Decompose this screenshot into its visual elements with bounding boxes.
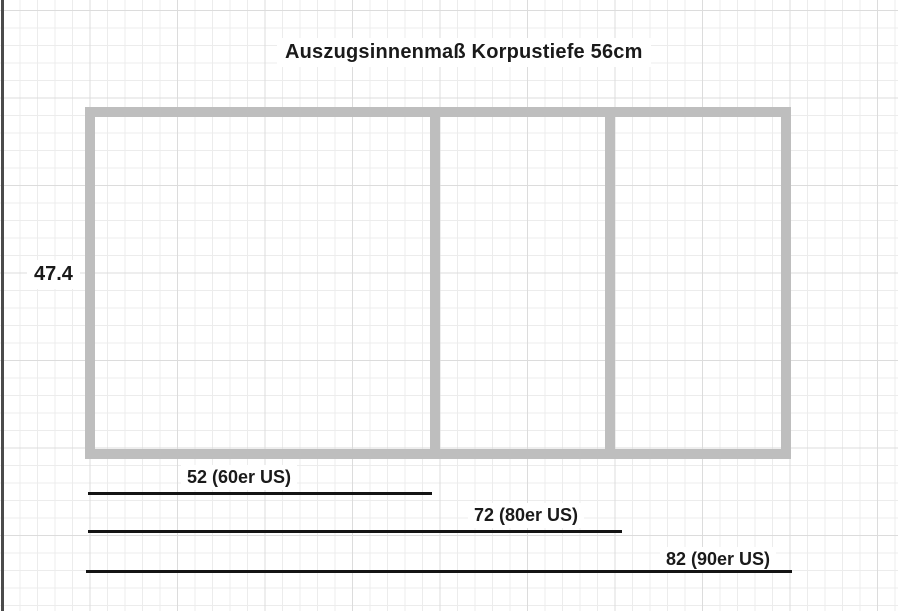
height-dimension-label: 47.4 [27, 260, 80, 289]
dimension-label-82-90er-us: 82 (90er US) [660, 547, 777, 572]
dimension-line-82 [86, 570, 792, 573]
canvas-left-border [1, 0, 4, 611]
cabinet-divider-right [605, 117, 615, 449]
diagram-title: Auszugsinnenmaß Korpustiefe 56cm [277, 38, 651, 67]
dimension-label-52-60er-us: 52 (60er US) [181, 465, 298, 490]
dimension-line-72 [88, 530, 622, 533]
cabinet-divider-left [430, 117, 440, 449]
dimension-line-52 [88, 492, 432, 495]
dimension-label-72-80er-us: 72 (80er US) [468, 503, 585, 528]
cabinet-outline [85, 107, 791, 459]
